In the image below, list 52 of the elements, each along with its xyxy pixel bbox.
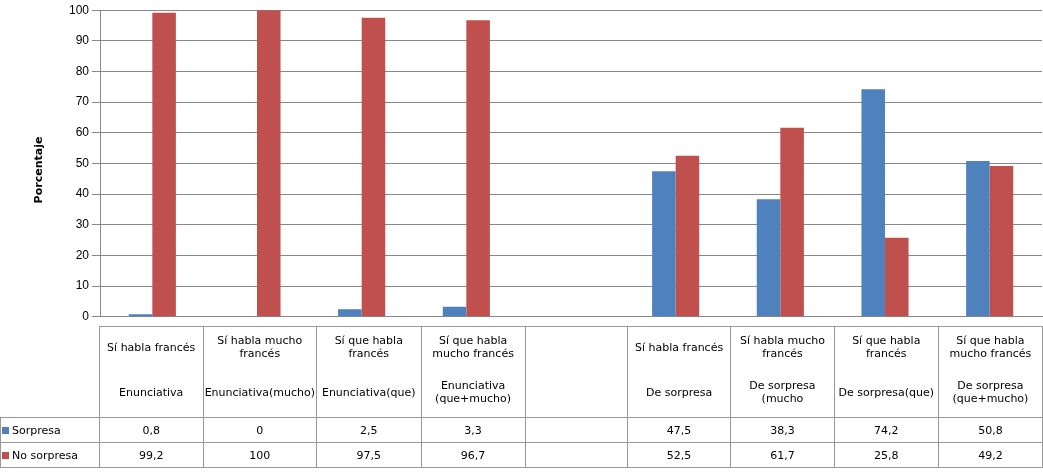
y-tick-label: 10 [75, 278, 90, 293]
data-label: 2,5 [316, 417, 422, 443]
data-label: 96,7 [421, 442, 526, 468]
y-tick-label: 0 [82, 309, 90, 324]
bar [652, 171, 676, 317]
bar [152, 12, 176, 317]
category-label: Sí habla francés De sorpresa [634, 340, 724, 399]
data-label: 0,8 [99, 417, 204, 443]
data-label: 49,2 [938, 442, 1043, 468]
data-label: 47,5 [627, 417, 731, 443]
y-tick-label: 90 [75, 33, 90, 48]
y-tick-label: 100 [68, 2, 90, 17]
bar [966, 161, 990, 317]
bar [885, 237, 909, 317]
bar [780, 127, 804, 317]
category-label: Sí habla mucho francés Enunciativa(mucho) [204, 334, 315, 399]
bar [675, 155, 700, 317]
data-label: 74,2 [834, 417, 939, 443]
bar [466, 20, 490, 317]
bar [442, 306, 467, 317]
data-label: 3,3 [421, 417, 526, 443]
legend-label: Sorpresa [0, 417, 100, 443]
data-label: 52,5 [627, 442, 731, 468]
bar [338, 309, 362, 317]
y-tick-label: 30 [75, 217, 90, 232]
category-label: Sí que habla mucho francés Enunciativa (que+mucho) [432, 334, 514, 405]
y-tick-label: 40 [75, 186, 90, 201]
data-label: 0 [203, 417, 317, 443]
y-tick-label: 50 [75, 155, 90, 170]
y-tick-label: 70 [75, 94, 90, 109]
data-label: 38,3 [730, 417, 835, 443]
legend-label: No sorpresa [0, 442, 100, 468]
data-label: 100 [203, 442, 317, 468]
category-label: Sí habla francés Enunciativa [107, 340, 196, 399]
category-label: Sí que habla francés De sorpresa(que) [838, 334, 935, 399]
bar [257, 10, 281, 317]
y-axis-title: Porcentaje [31, 136, 45, 204]
y-tick-label: 80 [75, 63, 90, 78]
y-tick-label: 20 [75, 247, 90, 262]
data-label: 61,7 [730, 442, 835, 468]
bar [989, 165, 1014, 317]
category-label: Sí que habla francés Enunciativa(que) [321, 334, 416, 399]
bar [361, 17, 386, 317]
category-label: Sí habla mucho francés De sorpresa (mucho [740, 334, 825, 405]
bar [756, 199, 781, 317]
data-label: 50,8 [938, 417, 1043, 443]
data-label: 25,8 [834, 442, 939, 468]
bar [861, 89, 885, 317]
data-label: 99,2 [99, 442, 204, 468]
y-tick-label: 60 [75, 125, 90, 140]
data-label: 97,5 [316, 442, 422, 468]
category-label: Sí que habla mucho francés De sorpresa (que+mucho) [949, 334, 1032, 405]
